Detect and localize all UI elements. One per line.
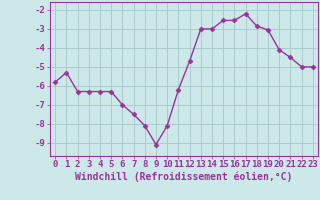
X-axis label: Windchill (Refroidissement éolien,°C): Windchill (Refroidissement éolien,°C) (75, 172, 293, 182)
